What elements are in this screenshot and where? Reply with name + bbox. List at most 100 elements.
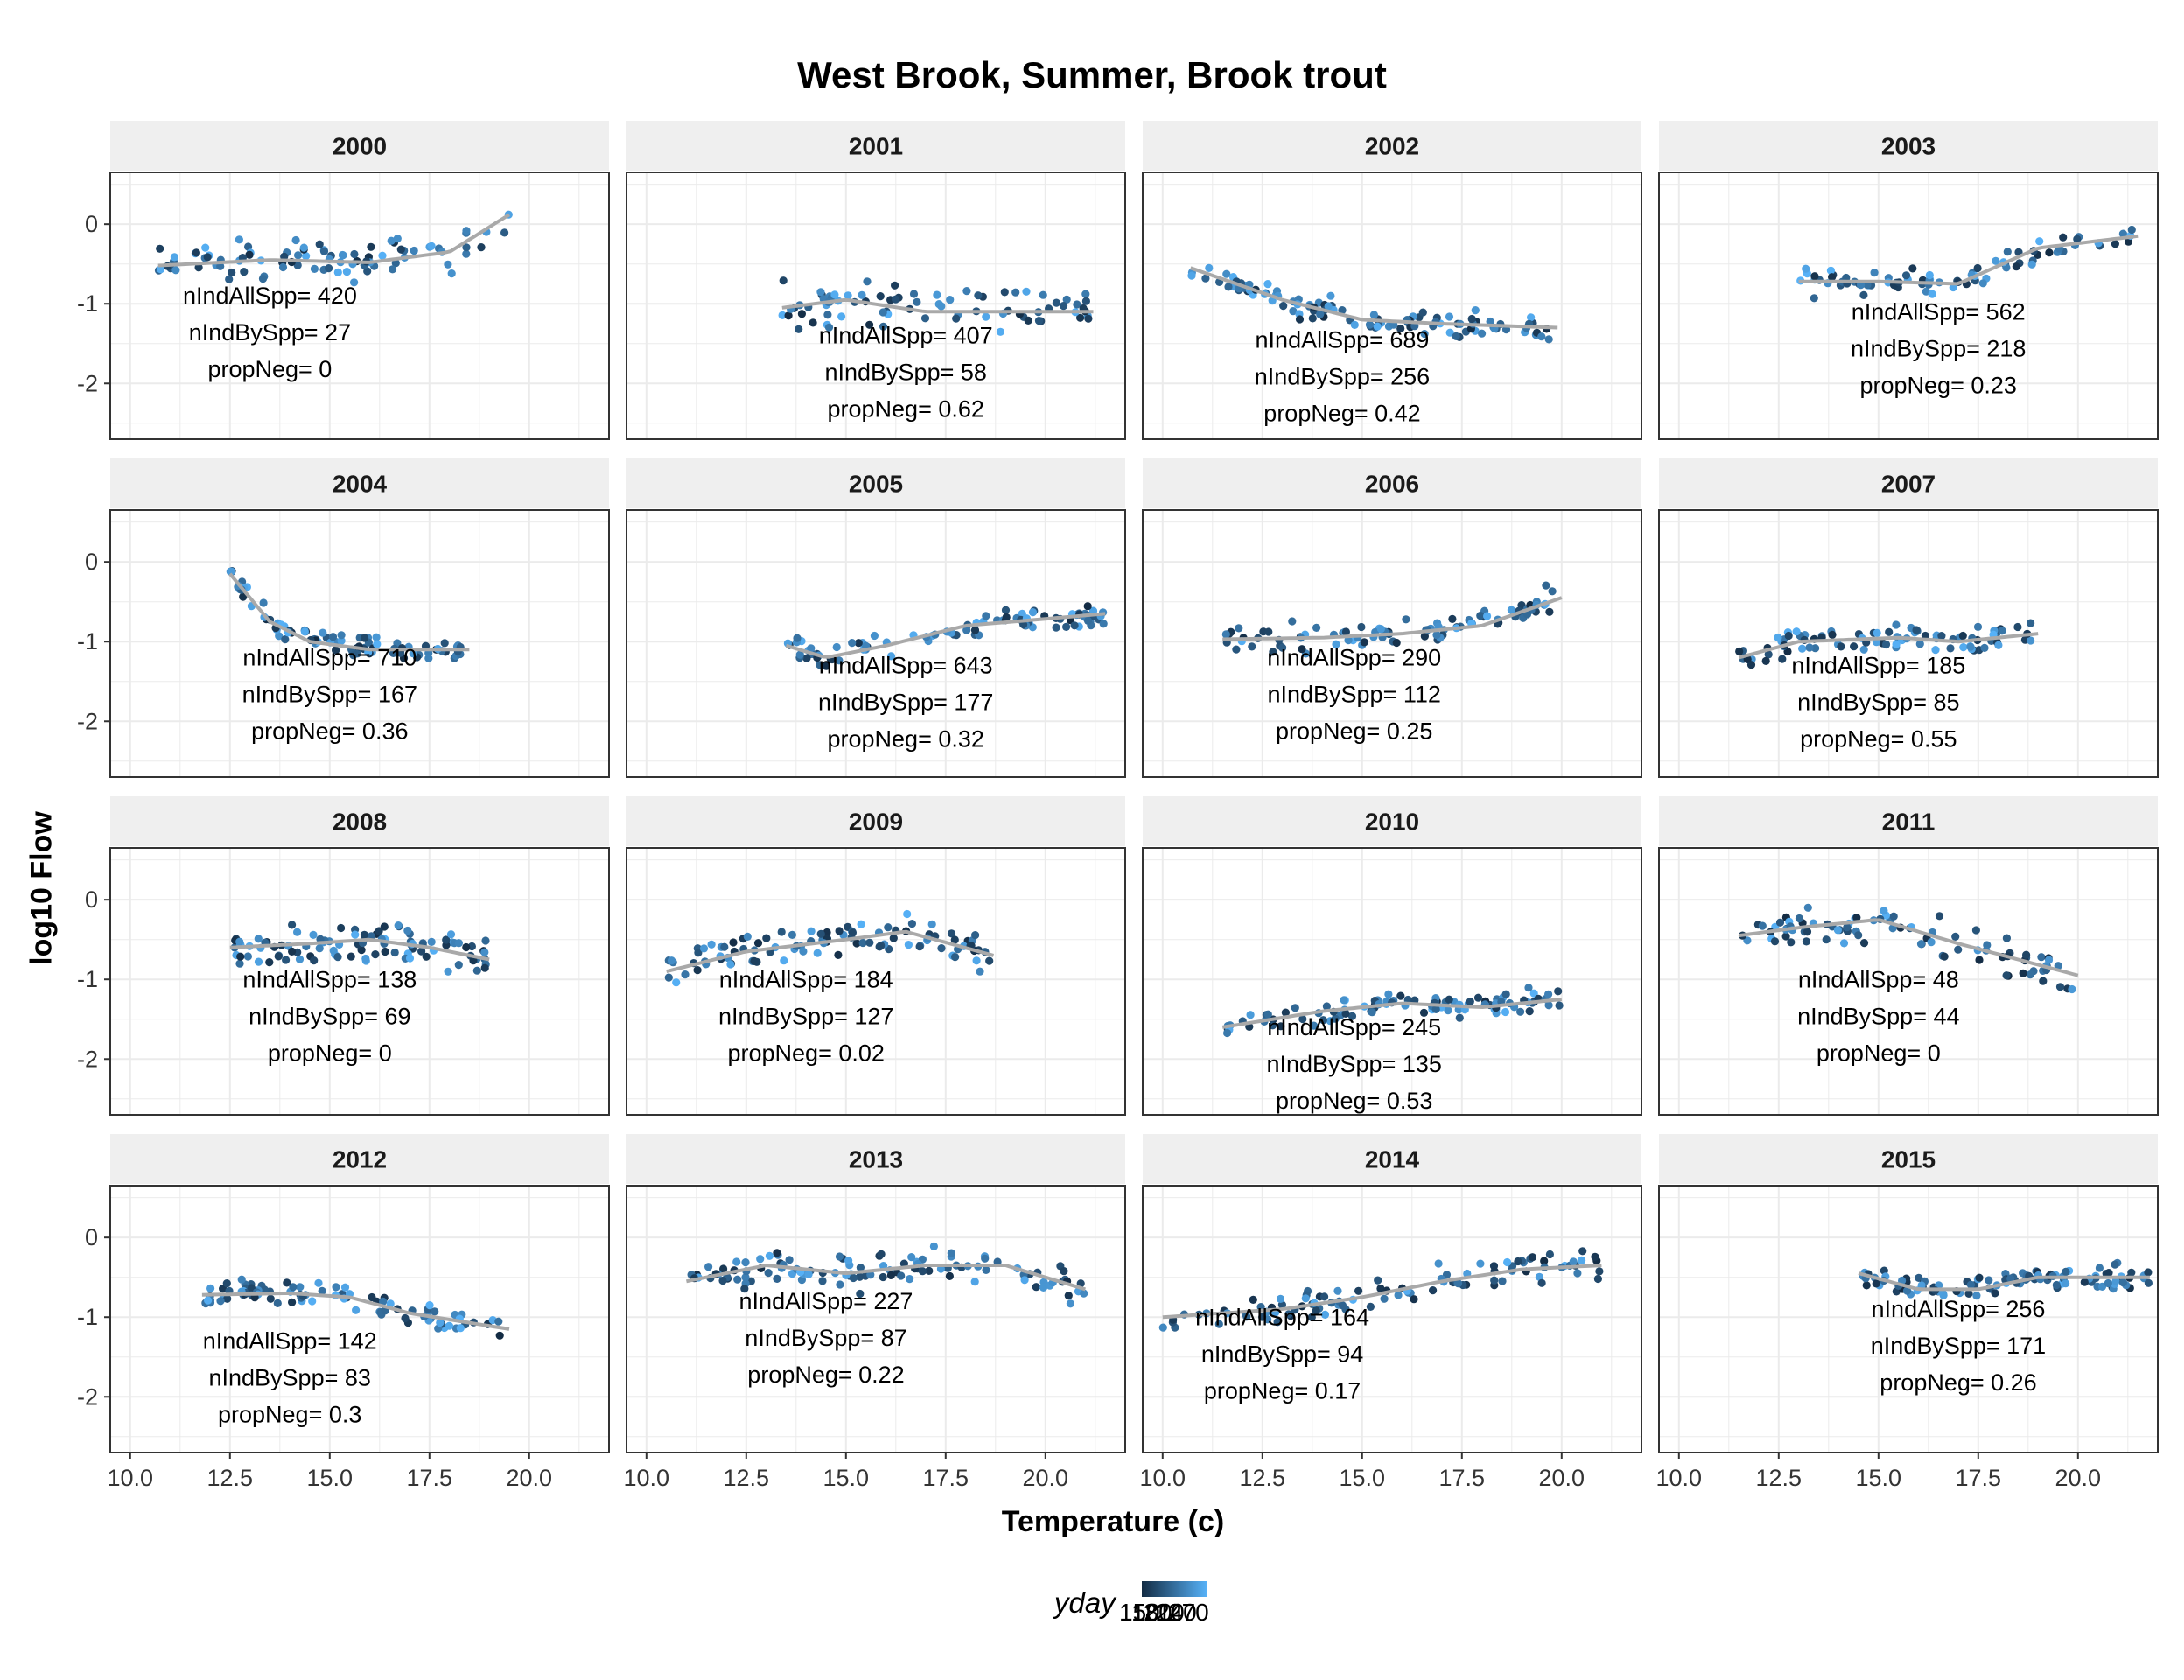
data-point [1828, 273, 1837, 282]
data-point [1483, 612, 1492, 620]
data-point [907, 920, 916, 928]
data-point [380, 922, 388, 931]
data-point [456, 1324, 465, 1333]
data-point [1298, 645, 1306, 654]
annotation-nIndAllSpp: nIndAllSpp= 185 [1791, 653, 1965, 679]
data-point [741, 1273, 750, 1282]
annotation-nIndBySpp: nIndBySpp= 256 [1255, 363, 1430, 389]
smooth-trend-line [228, 572, 470, 652]
data-point [1223, 1028, 1232, 1038]
data-point [424, 654, 433, 662]
data-point [1595, 1267, 1604, 1276]
data-point [907, 1253, 916, 1262]
facet-strip [1143, 796, 1642, 846]
annotation-propNeg: propNeg= 0.53 [1276, 1088, 1432, 1114]
data-point [1062, 622, 1071, 632]
data-point [822, 662, 830, 670]
data-point [788, 930, 797, 939]
data-point [237, 1275, 246, 1284]
annotation-nIndAllSpp: nIndAllSpp= 227 [739, 1288, 914, 1314]
facet-panel-2003: 2003 nIndAllSpp= 562 nIndBySpp= 218 propNeg… [1658, 121, 2159, 440]
data-point [1073, 300, 1082, 309]
data-point [865, 938, 874, 947]
data-point [1746, 661, 1756, 669]
data-point [1958, 631, 1967, 640]
data-point [1805, 643, 1814, 652]
y-tick-label: -1 [77, 1304, 98, 1330]
facet-panel-2006: 2006 nIndAllSpp= 290 nIndBySpp= 112 propNeg… [1142, 458, 1642, 778]
data-point [1064, 1292, 1073, 1300]
data-point [1264, 280, 1272, 289]
y-tick-label: 0 [85, 1224, 98, 1250]
data-point [172, 266, 180, 275]
data-point [1455, 1013, 1464, 1022]
data-point [1880, 906, 1888, 915]
data-point [1235, 624, 1243, 633]
data-point [2052, 1280, 2061, 1290]
facet-strip-label: 2014 [1365, 1146, 1420, 1173]
facet-strip-label: 2008 [332, 808, 387, 836]
data-point [1084, 314, 1093, 323]
data-point [234, 235, 243, 244]
data-point [1937, 632, 1946, 640]
data-point [1872, 628, 1881, 638]
data-point [1555, 1001, 1564, 1010]
data-point [1833, 926, 1842, 934]
data-point [368, 1292, 376, 1302]
data-point [1312, 623, 1321, 633]
legend-label: 270 [1168, 1599, 1209, 1626]
data-point [1528, 1253, 1537, 1262]
data-point [897, 1271, 906, 1280]
data-points [778, 276, 1093, 336]
y-tick-label: 0 [85, 211, 98, 237]
data-point [367, 242, 375, 251]
panel-border [1142, 847, 1642, 1116]
data-point [1852, 914, 1861, 922]
data-point [1784, 631, 1793, 640]
data-point [2068, 984, 2076, 994]
data-point [822, 928, 831, 937]
data-point [1350, 320, 1359, 329]
panel-border [109, 1185, 610, 1453]
data-point [1935, 912, 1944, 920]
data-point [1535, 1272, 1544, 1281]
data-point [462, 249, 471, 258]
data-point [1420, 330, 1429, 339]
data-point [865, 320, 874, 329]
data-point [1376, 625, 1385, 634]
data-point [1326, 291, 1335, 300]
gridlines [1143, 848, 1642, 1115]
data-point [1795, 914, 1803, 923]
data-point [1984, 1276, 1993, 1284]
data-point [1775, 918, 1785, 927]
data-point [310, 264, 318, 273]
data-point [2118, 229, 2127, 238]
data-point [773, 1249, 781, 1257]
data-point [2104, 1269, 2113, 1278]
data-point [244, 242, 253, 251]
data-point [1001, 606, 1011, 614]
panel-border [1658, 1185, 2159, 1453]
data-point [1288, 617, 1297, 626]
data-point [349, 651, 358, 660]
annotation-propNeg: propNeg= 0.55 [1800, 726, 1956, 752]
data-point [315, 240, 324, 248]
data-point [962, 626, 971, 634]
y-tick-label: -2 [77, 1046, 98, 1072]
data-point [1201, 274, 1210, 283]
data-point [1837, 642, 1845, 651]
data-point [1802, 937, 1810, 946]
data-point [156, 244, 164, 253]
data-point [462, 942, 471, 952]
data-point [1338, 1301, 1348, 1310]
data-point [332, 1283, 340, 1292]
data-point [1998, 626, 2006, 635]
data-point [1843, 923, 1852, 932]
data-point [1859, 939, 1869, 948]
data-point [1862, 1281, 1871, 1290]
data-point [260, 1285, 269, 1294]
panel-border [1658, 847, 2159, 1116]
data-point [2026, 636, 2035, 645]
data-point [1002, 612, 1011, 622]
